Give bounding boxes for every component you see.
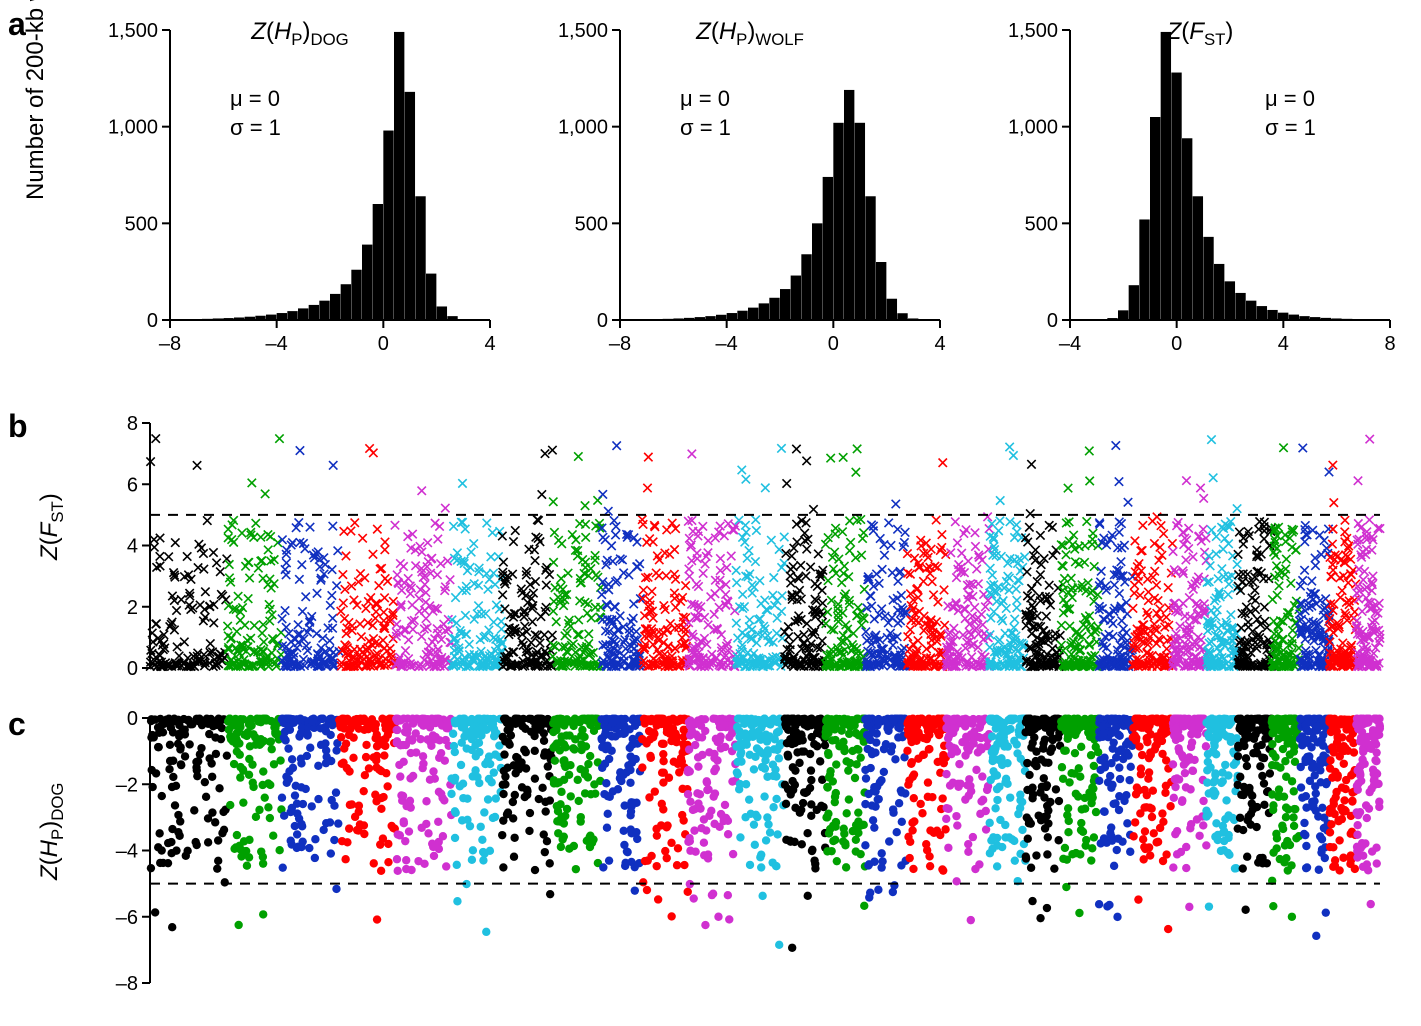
panel-c-svg: –8–6–4–20 [100,710,1390,995]
svg-text:0: 0 [1047,310,1058,332]
svg-text:4: 4 [484,333,495,355]
svg-text:500: 500 [125,213,158,235]
hist-wolf-svg: 0 500 1,000 1,500 –8 –4 0 4 [550,20,950,380]
svg-text:0: 0 [828,333,839,355]
svg-text:–8: –8 [609,333,631,355]
svg-text:500: 500 [575,213,608,235]
hist-fst: Z(FST) μ = 0 σ = 1 05001,0001,500–4048 [1000,20,1400,380]
svg-text:4: 4 [1278,333,1289,355]
panel-a-row: Z(HP)DOG μ = 0 σ = 1 05001,0001,500–8–40… [100,20,1400,380]
panel-b-svg: 0 2 4 6 8 [100,415,1390,680]
hist-dog: Z(HP)DOG μ = 0 σ = 1 05001,0001,500–8–40… [100,20,500,380]
ylabel-a: Number of 200-kb windows [22,0,50,200]
svg-text:500: 500 [1025,213,1058,235]
svg-text:–4: –4 [1059,333,1081,355]
svg-text:1,000: 1,000 [558,117,608,139]
panel-label-c: c [8,706,26,743]
svg-text:1,000: 1,000 [108,117,158,139]
svg-text:1,000: 1,000 [1008,117,1058,139]
svg-text:–4: –4 [716,333,738,355]
svg-text:1,500: 1,500 [108,20,158,42]
svg-text:0: 0 [597,310,608,332]
panel-label-b: b [8,408,28,445]
svg-text:–4: –4 [266,333,288,355]
hist-dog-svg: 0 500 1,000 1,500 –8 –4 0 4 [100,20,500,380]
svg-text:1,500: 1,500 [1008,20,1058,42]
svg-text:0: 0 [127,658,138,680]
panel-b: 0 2 4 6 8 [100,415,1400,695]
ylabel-b: Z(FST) [36,493,68,560]
svg-text:1,500: 1,500 [558,20,608,42]
svg-text:–8: –8 [159,333,181,355]
svg-text:4: 4 [127,536,138,558]
svg-text:8: 8 [1384,333,1395,355]
svg-text:0: 0 [378,333,389,355]
svg-text:4: 4 [934,333,945,355]
svg-text:6: 6 [127,474,138,496]
panel-c: –8–6–4–20 [100,710,1400,1010]
ylabel-c: Z(HP)DOG [36,783,68,880]
svg-text:0: 0 [1171,333,1182,355]
svg-text:8: 8 [127,415,138,435]
figure-root: a b c Number of 200-kb windows Z(FST) Z(… [0,0,1421,1026]
svg-text:2: 2 [127,597,138,619]
hist-fst-svg: 05001,0001,500–4048 [1000,20,1400,380]
svg-text:0: 0 [147,310,158,332]
hist-wolf: Z(HP)WOLF μ = 0 σ = 1 05001,0001,500–8–4… [550,20,950,380]
